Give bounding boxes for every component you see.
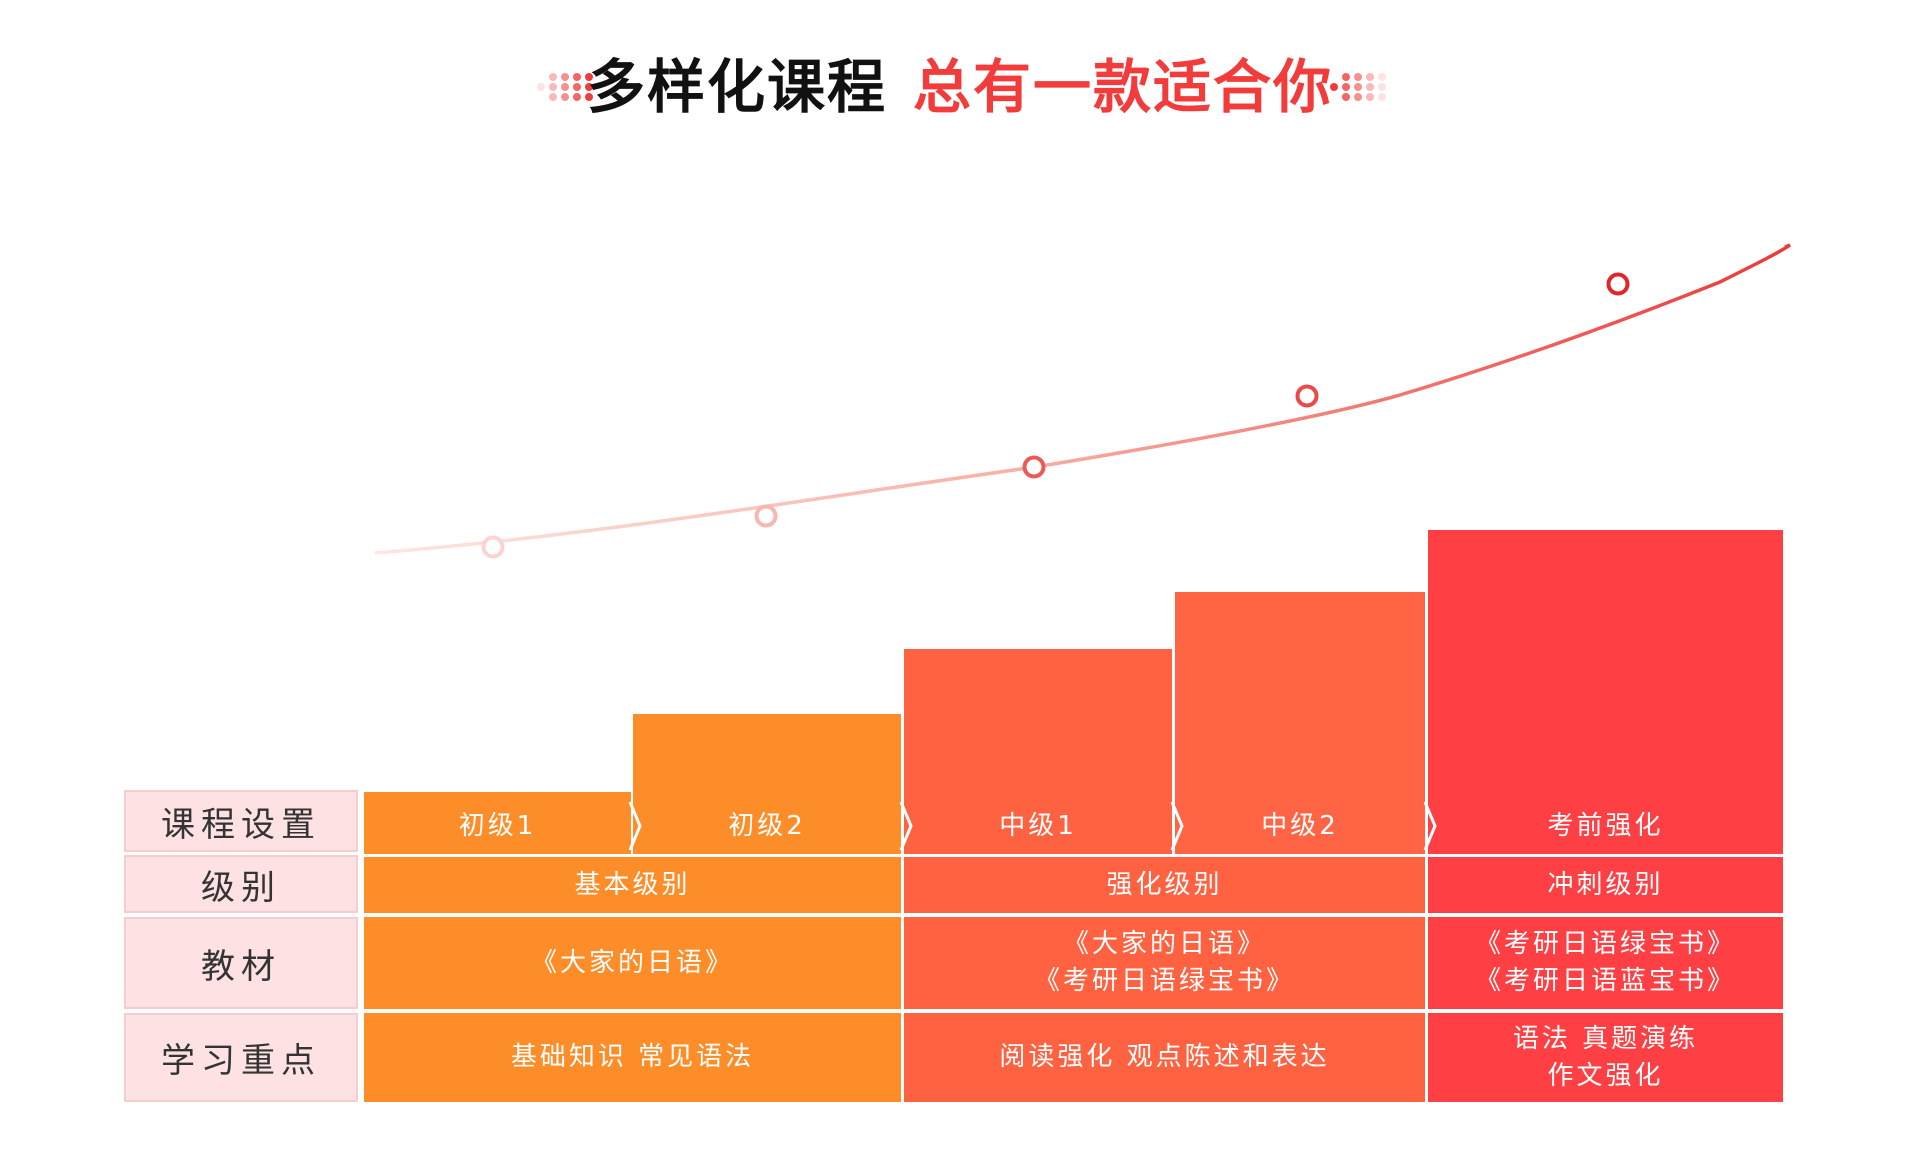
decorative-dot bbox=[1378, 93, 1386, 101]
focus-cell-intermediate: 阅读强化 观点陈述和表达 bbox=[904, 1013, 1425, 1102]
level-marker-3-icon bbox=[1022, 455, 1046, 479]
decorative-dot bbox=[561, 83, 569, 91]
course-step-1 bbox=[364, 792, 631, 854]
focus-text-exam: 语法 真题演练 作文强化 bbox=[1512, 1023, 1699, 1091]
course-name-3: 中级1 bbox=[999, 811, 1077, 841]
decorative-dot bbox=[573, 73, 581, 81]
row-label-level: 级别 bbox=[124, 855, 358, 913]
level-marker-1-icon bbox=[481, 535, 505, 559]
level-marker-2-icon bbox=[754, 504, 778, 528]
level-text-basic: 基本级别 bbox=[574, 869, 691, 900]
row-label-textbook: 教材 bbox=[124, 917, 358, 1009]
level-marker-5-icon bbox=[1606, 272, 1630, 296]
decorative-dots-left-icon bbox=[537, 73, 597, 103]
level-text-intermediate: 强化级别 bbox=[1106, 869, 1223, 900]
focus-text-intermediate: 阅读强化 观点陈述和表达 bbox=[999, 1042, 1330, 1072]
decorative-dot bbox=[1378, 83, 1386, 91]
course-step-5 bbox=[1428, 530, 1783, 854]
textbook-text-exam: 《考研日语绿宝书》 《考研日语蓝宝书》 bbox=[1474, 929, 1736, 996]
decorative-dot bbox=[573, 83, 581, 91]
decorative-dot bbox=[561, 73, 569, 81]
chevron-right-icon bbox=[1170, 801, 1184, 851]
decorative-dot bbox=[1354, 93, 1362, 101]
chevron-right-icon bbox=[1423, 801, 1437, 851]
decorative-dot bbox=[1366, 83, 1374, 91]
decorative-dots-right-icon bbox=[1330, 73, 1390, 103]
decorative-dot bbox=[573, 93, 581, 101]
decorative-dot bbox=[1354, 83, 1362, 91]
chevron-right-icon bbox=[899, 801, 913, 851]
growth-curve-line bbox=[374, 243, 1792, 555]
decorative-dot bbox=[561, 93, 569, 101]
focus-cell-exam: 语法 真题演练 作文强化 bbox=[1428, 1013, 1783, 1102]
level-text-exam: 冲刺级别 bbox=[1547, 869, 1664, 900]
decorative-dot bbox=[1330, 83, 1338, 91]
textbook-text-intermediate: 《大家的日语》 《考研日语绿宝书》 bbox=[1033, 929, 1295, 996]
row-label-focus: 学习重点 bbox=[124, 1013, 358, 1102]
course-name-4: 中级2 bbox=[1261, 811, 1339, 841]
decorative-dot bbox=[1342, 93, 1350, 101]
decorative-dot bbox=[549, 83, 557, 91]
row-label-course: 课程设置 bbox=[124, 790, 358, 852]
title-part-main: 多样化课程 bbox=[586, 53, 887, 121]
title-part-highlight: 总有一款适合你 bbox=[913, 53, 1334, 121]
level-marker-4-icon bbox=[1295, 384, 1319, 408]
decorative-dot bbox=[585, 83, 593, 91]
focus-text-basic: 基础知识 常见语法 bbox=[510, 1042, 755, 1072]
chevron-right-icon bbox=[628, 801, 642, 851]
textbook-cell-exam: 《考研日语绿宝书》 《考研日语蓝宝书》 bbox=[1428, 917, 1783, 1009]
decorative-dot bbox=[1342, 73, 1350, 81]
course-name-2: 初级2 bbox=[728, 811, 806, 841]
textbook-cell-basic: 《大家的日语》 bbox=[364, 917, 901, 1009]
course-step-3 bbox=[904, 649, 1172, 854]
decorative-dot bbox=[1378, 73, 1386, 81]
decorative-dot bbox=[585, 93, 593, 101]
page-title: 多样化课程 总有一款适合你 bbox=[0, 52, 1920, 122]
textbook-cell-intermediate: 《大家的日语》 《考研日语绿宝书》 bbox=[904, 917, 1425, 1009]
course-name-1: 初级1 bbox=[458, 811, 537, 841]
decorative-dot bbox=[549, 73, 557, 81]
level-cell-basic: 基本级别 bbox=[364, 857, 901, 913]
level-cell-intermediate: 强化级别 bbox=[904, 857, 1425, 913]
focus-cell-basic: 基础知识 常见语法 bbox=[364, 1013, 901, 1102]
decorative-dot bbox=[1354, 73, 1362, 81]
textbook-text-basic: 《大家的日语》 bbox=[530, 947, 734, 978]
decorative-dot bbox=[1342, 83, 1350, 91]
decorative-dot bbox=[549, 93, 557, 101]
decorative-dot bbox=[1366, 93, 1374, 101]
course-name-5: 考前强化 bbox=[1547, 811, 1664, 841]
decorative-dot bbox=[537, 83, 545, 91]
decorative-dot bbox=[585, 73, 593, 81]
course-step-2 bbox=[633, 714, 901, 854]
level-cell-exam: 冲刺级别 bbox=[1428, 857, 1783, 913]
course-step-4 bbox=[1175, 592, 1425, 854]
decorative-dot bbox=[1366, 73, 1374, 81]
